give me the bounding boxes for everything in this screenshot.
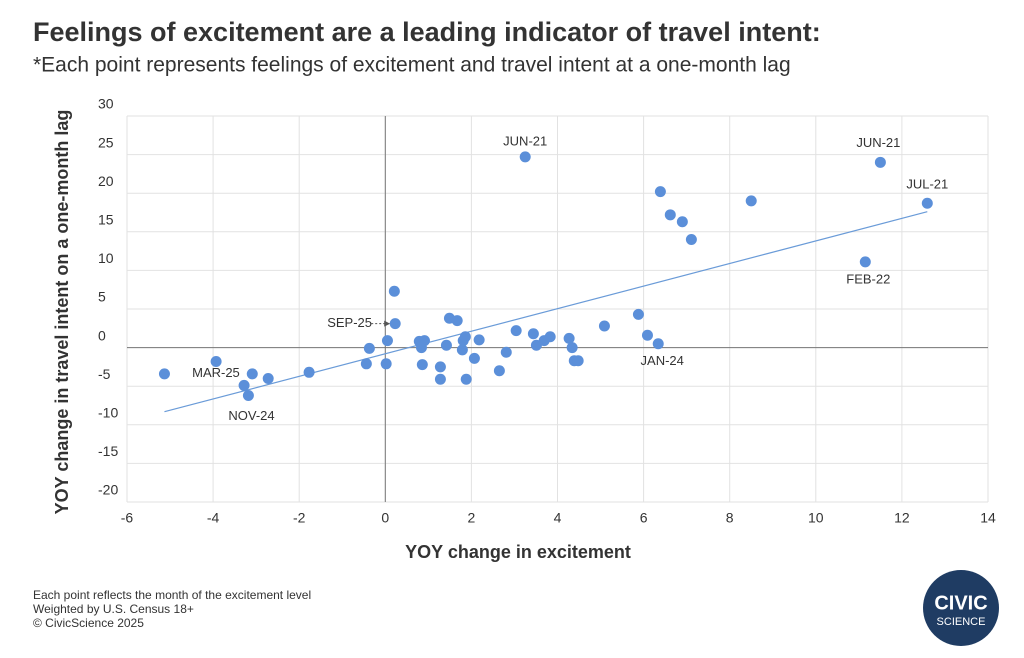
y-tick-label: 20	[98, 173, 114, 189]
x-tick-label: 0	[381, 510, 389, 526]
y-tick-label: -15	[98, 443, 118, 459]
point	[652, 338, 664, 350]
point	[859, 256, 871, 268]
point	[303, 366, 315, 378]
footer-note: Weighted by U.S. Census 18+	[33, 602, 194, 616]
annotation: JUN-21	[503, 133, 547, 148]
point	[510, 325, 522, 337]
logo-circle	[923, 570, 999, 646]
point	[238, 379, 250, 391]
point	[473, 334, 485, 346]
y-tick-label: 10	[98, 250, 114, 266]
point	[566, 342, 578, 354]
annotation: JAN-24	[641, 353, 684, 368]
point	[654, 186, 666, 198]
point	[527, 328, 539, 340]
x-tick-label: 2	[468, 510, 476, 526]
point	[563, 332, 575, 344]
point	[664, 209, 676, 221]
y-tick-label: 5	[98, 289, 106, 305]
point	[418, 335, 430, 347]
trendline	[164, 211, 928, 413]
point	[685, 234, 697, 246]
annotation: FEB-22	[846, 271, 890, 286]
y-tick-label: -5	[98, 366, 111, 382]
point	[598, 320, 610, 332]
x-tick-label: -6	[121, 510, 134, 526]
logo-text: SCIENCE	[937, 616, 986, 628]
x-tick-label: 6	[640, 510, 648, 526]
point	[388, 285, 400, 297]
point	[500, 346, 512, 358]
point	[262, 372, 274, 384]
point	[493, 365, 505, 377]
point	[572, 355, 584, 367]
point	[416, 359, 428, 371]
point	[745, 195, 757, 207]
y-axis-label: YOY change in travel intent on a one-mon…	[52, 109, 72, 515]
point	[389, 318, 401, 330]
point	[381, 335, 393, 347]
y-tick-label: -10	[98, 405, 118, 421]
point	[460, 373, 472, 385]
point	[434, 361, 446, 373]
chart-subtitle: *Each point represents feelings of excit…	[33, 54, 791, 77]
x-tick-label: -2	[293, 510, 306, 526]
point	[242, 389, 254, 401]
point	[641, 329, 653, 341]
annotation: JUL-21	[906, 177, 948, 192]
point	[676, 216, 688, 228]
x-tick-label: -4	[207, 510, 220, 526]
x-tick-label: 4	[554, 510, 562, 526]
chart-title: Feelings of excitement are a leading ind…	[33, 17, 821, 47]
x-tick-label: 8	[726, 510, 734, 526]
point	[158, 368, 170, 380]
x-tick-label: 12	[894, 510, 910, 526]
point	[360, 358, 372, 370]
point	[544, 331, 556, 343]
y-tick-label: 25	[98, 134, 114, 150]
x-axis-label: YOY change in excitement	[405, 542, 631, 562]
y-tick-label: 30	[98, 96, 114, 112]
annotation: MAR-25	[192, 365, 240, 380]
logo-text: CIVIC	[934, 592, 987, 614]
y-tick-label: 0	[98, 327, 106, 343]
point	[874, 156, 886, 168]
point	[632, 308, 644, 320]
point	[451, 315, 463, 327]
point	[440, 339, 452, 351]
point	[434, 373, 446, 385]
point	[456, 344, 468, 356]
annotation: JUN-21	[856, 135, 900, 150]
point	[921, 197, 933, 209]
point	[210, 355, 222, 367]
y-tick-label: -20	[98, 482, 118, 498]
footer-note: Each point reflects the month of the exc…	[33, 588, 311, 602]
y-tick-label: 15	[98, 212, 114, 228]
x-tick-label: 14	[980, 510, 996, 526]
annotation: SEP-25	[327, 315, 372, 330]
point	[363, 342, 375, 354]
annotation: NOV-24	[228, 408, 274, 423]
x-tick-label: 10	[808, 510, 824, 526]
point	[468, 352, 480, 364]
point	[380, 358, 392, 370]
point	[519, 151, 531, 163]
point	[246, 368, 258, 380]
footer-note: © CivicScience 2025	[33, 616, 144, 630]
point	[459, 331, 471, 343]
